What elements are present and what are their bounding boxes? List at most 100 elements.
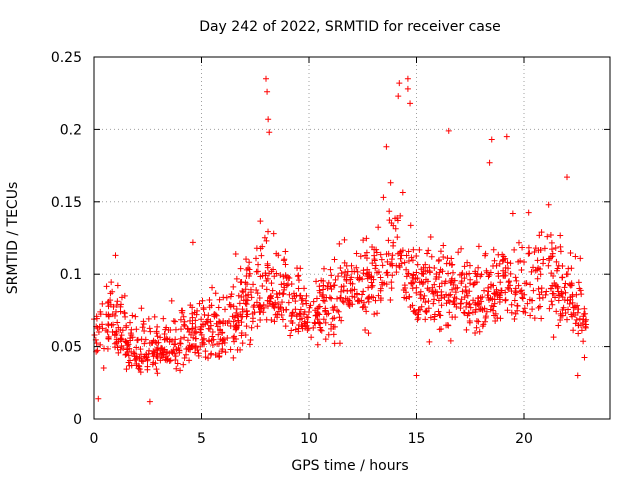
data-point	[115, 338, 122, 345]
data-point	[249, 310, 256, 317]
data-point	[396, 262, 403, 269]
data-point	[574, 309, 581, 316]
data-point	[412, 309, 419, 316]
data-point	[530, 287, 537, 294]
data-point	[487, 306, 494, 313]
data-point	[537, 247, 544, 254]
data-point	[547, 285, 554, 292]
data-point	[252, 255, 259, 262]
data-point	[383, 143, 390, 150]
data-point	[353, 264, 360, 271]
data-point	[413, 252, 420, 259]
data-point	[222, 306, 229, 313]
data-point	[534, 257, 541, 264]
data-point	[438, 302, 445, 309]
data-point	[525, 250, 532, 257]
data-point	[325, 310, 332, 317]
data-point	[124, 342, 131, 349]
data-point	[330, 282, 337, 289]
data-point	[216, 350, 223, 357]
data-point	[177, 316, 184, 323]
data-point	[268, 316, 275, 323]
data-point	[238, 319, 245, 326]
data-point	[418, 303, 425, 310]
data-point	[224, 335, 231, 342]
data-point	[434, 289, 441, 296]
data-point	[180, 321, 187, 328]
data-point	[511, 316, 518, 322]
data-point	[266, 294, 273, 301]
x-axis-label: GPS time / hours	[291, 458, 408, 474]
data-point	[247, 286, 254, 293]
data-point	[489, 296, 496, 303]
data-point	[375, 224, 382, 231]
data-point	[562, 289, 569, 296]
data-point	[553, 258, 560, 265]
data-point	[285, 299, 292, 306]
data-point	[567, 250, 574, 257]
data-point	[568, 280, 575, 287]
data-point	[123, 346, 130, 353]
data-point	[334, 295, 341, 302]
data-point	[160, 349, 167, 356]
data-point	[130, 349, 137, 356]
data-point	[230, 334, 237, 341]
data-point	[422, 316, 429, 323]
data-point	[127, 319, 134, 326]
data-point	[413, 289, 420, 296]
data-point	[264, 88, 271, 95]
data-point	[257, 303, 264, 310]
data-point	[388, 285, 395, 292]
data-point	[238, 313, 245, 320]
data-point	[404, 75, 411, 82]
data-point	[191, 330, 198, 337]
data-point	[263, 277, 270, 284]
data-point	[547, 231, 554, 238]
data-point	[268, 280, 275, 287]
data-point	[177, 340, 184, 347]
data-point	[372, 265, 379, 272]
data-point	[164, 355, 171, 362]
data-point	[103, 283, 110, 290]
data-point	[125, 359, 132, 366]
data-point	[546, 257, 553, 264]
data-point	[177, 367, 184, 374]
data-point	[314, 316, 321, 323]
data-point	[502, 289, 509, 296]
data-point	[222, 349, 229, 356]
data-point	[346, 297, 353, 304]
data-point	[360, 237, 367, 244]
data-point	[95, 395, 102, 402]
data-point	[269, 287, 276, 294]
data-point	[531, 315, 538, 322]
data-point	[544, 233, 551, 240]
data-point	[238, 278, 245, 285]
data-point	[331, 303, 338, 310]
data-point	[336, 314, 343, 321]
data-point	[564, 297, 571, 304]
data-point	[449, 286, 456, 293]
data-point	[548, 239, 555, 246]
data-point	[248, 324, 255, 331]
data-point	[371, 311, 378, 318]
data-point	[557, 317, 564, 324]
data-point	[278, 281, 285, 288]
data-point	[319, 293, 326, 300]
data-point	[436, 326, 443, 333]
data-point	[428, 253, 435, 260]
data-point	[276, 290, 283, 297]
data-point	[360, 270, 367, 277]
data-point	[452, 289, 459, 296]
data-point	[431, 264, 438, 271]
data-point	[257, 218, 264, 225]
data-point	[202, 348, 209, 355]
data-point	[508, 301, 515, 308]
data-point	[265, 116, 272, 123]
y-tick-label: 0	[73, 412, 82, 428]
data-point	[157, 345, 164, 352]
data-point	[340, 287, 347, 294]
data-point	[374, 310, 381, 317]
data-point	[474, 295, 481, 302]
data-point	[342, 295, 349, 302]
data-point	[437, 248, 444, 255]
